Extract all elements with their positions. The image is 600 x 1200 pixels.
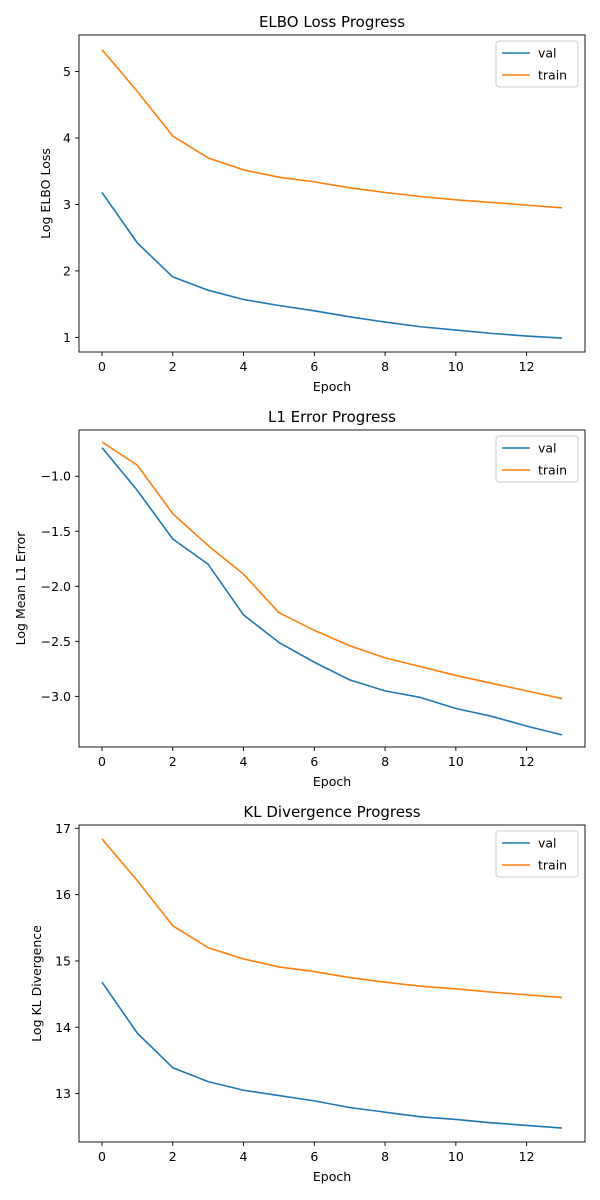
legend-label-val: val (538, 46, 557, 61)
legend: val train (495, 40, 579, 88)
series-line-train (101, 838, 563, 999)
y-tick-label: 2 (63, 263, 71, 278)
series-line-val (101, 192, 563, 339)
y-tick-label: −2.5 (41, 634, 71, 649)
y-axis-label: Log Mean L1 Error (13, 531, 28, 646)
x-tick-label: 12 (519, 1149, 535, 1164)
x-tick-label: 10 (448, 754, 464, 769)
legend: val train (495, 435, 579, 483)
series-line-train (101, 441, 563, 700)
x-tick-label: 0 (98, 1149, 106, 1164)
chart-panel-3: 0 2 4 6 8 10 12 13 14 15 16 17 KL Divergence Progres… (29, 803, 586, 1184)
x-tick-label: 2 (169, 754, 177, 769)
y-tick-label: 13 (55, 1086, 71, 1101)
legend-label-train: train (538, 858, 567, 873)
legend-label-train: train (538, 463, 567, 478)
x-tick-label: 6 (310, 1149, 318, 1164)
y-tick-label: 15 (55, 953, 71, 968)
x-axis-label: Epoch (313, 1169, 351, 1184)
x-tick-label: 2 (169, 1149, 177, 1164)
x-tick-label: 8 (381, 359, 389, 374)
x-axis-label: Epoch (313, 379, 351, 394)
x-tick-label: 4 (240, 359, 248, 374)
chart-title: KL Divergence Progress (243, 803, 420, 821)
x-tick-label: 10 (448, 359, 464, 374)
y-tick-label: 4 (63, 131, 71, 146)
x-tick-label: 0 (98, 754, 106, 769)
x-tick-label: 4 (240, 1149, 248, 1164)
series-line-val (101, 981, 563, 1129)
y-tick-label: −1.0 (41, 469, 71, 484)
x-tick-label: 12 (519, 359, 535, 374)
chart-panel-2: 0 2 4 6 8 10 12 −1.0 −1.5 −2.0 −2.5 −3.0 L1 Error Pr… (13, 408, 586, 789)
x-tick-label: 6 (310, 754, 318, 769)
y-tick-label: 16 (55, 887, 71, 902)
y-axis-label: Log KL Divergence (29, 925, 44, 1042)
x-tick-label: 8 (381, 754, 389, 769)
x-tick-label: 4 (240, 754, 248, 769)
plot-frame (78, 429, 586, 748)
legend-label-val: val (538, 836, 557, 851)
chart-title: ELBO Loss Progress (259, 13, 405, 31)
y-tick-label: 14 (55, 1020, 71, 1035)
legend-label-val: val (538, 441, 557, 456)
y-axis-label: Log ELBO Loss (38, 148, 53, 239)
plot-frame (78, 34, 586, 353)
x-tick-label: 8 (381, 1149, 389, 1164)
y-tick-label: −3.0 (41, 689, 71, 704)
x-tick-label: 10 (448, 1149, 464, 1164)
series-line-train (101, 49, 563, 209)
series-line-val (101, 447, 563, 736)
y-tick-label: 5 (63, 64, 71, 79)
y-tick-label: 1 (63, 330, 71, 345)
legend: val train (495, 830, 579, 878)
plot-frame (78, 824, 586, 1143)
x-tick-label: 12 (519, 754, 535, 769)
x-tick-label: 0 (98, 359, 106, 374)
y-tick-label: 17 (55, 821, 71, 836)
y-tick-label: −2.0 (41, 579, 71, 594)
x-tick-label: 2 (169, 359, 177, 374)
x-tick-label: 6 (310, 359, 318, 374)
x-axis-label: Epoch (313, 774, 351, 789)
y-tick-label: −1.5 (41, 524, 71, 539)
y-tick-label: 3 (63, 197, 71, 212)
chart-title: L1 Error Progress (268, 408, 396, 426)
legend-label-train: train (538, 68, 567, 83)
